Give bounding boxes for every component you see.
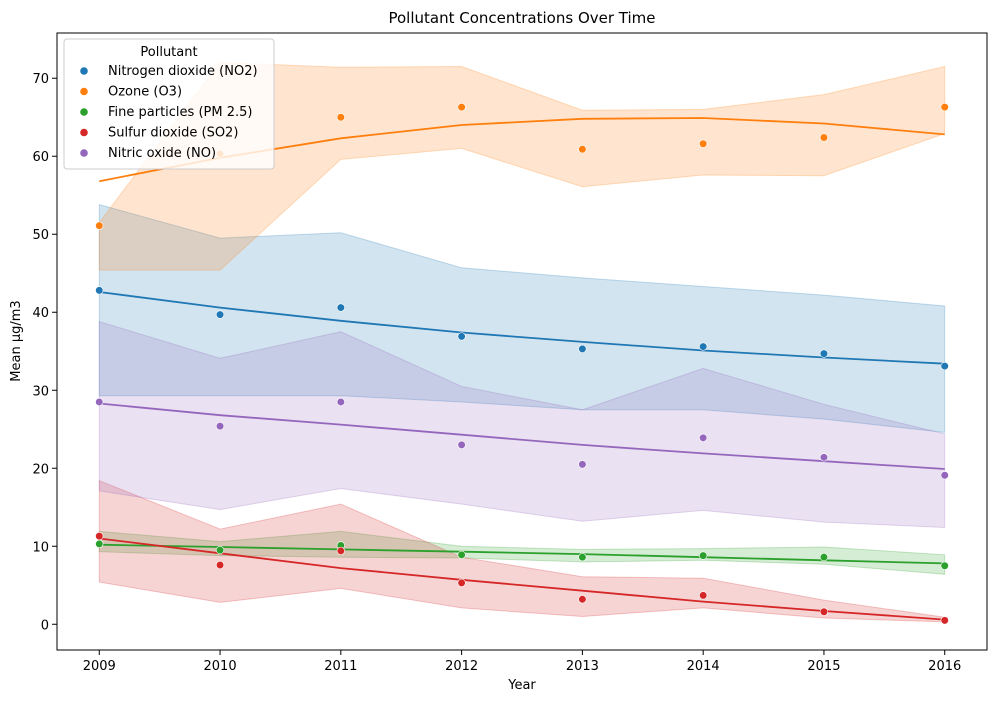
data-point (215, 310, 225, 319)
data-point (215, 422, 225, 431)
x-tick-label: 2014 (687, 659, 720, 674)
data-point (95, 397, 104, 407)
x-tick-label: 2009 (83, 659, 116, 674)
x-tick-label: 2011 (324, 659, 357, 674)
x-axis: 2009 2010 2011 2012 2013 2014 2015 2016 (83, 650, 961, 674)
legend-label-2: Fine particles (PM 2.5) (108, 105, 252, 120)
legend: Pollutant Nitrogen dioxide (NO2) Ozone (O… (63, 38, 275, 170)
data-point (336, 397, 345, 407)
x-tick-label: 2010 (204, 659, 237, 674)
data-point (699, 433, 708, 442)
data-point (819, 349, 829, 358)
data-point (457, 440, 466, 449)
data-point (95, 532, 104, 541)
y-tick-label: 30 (32, 384, 49, 399)
legend-label-0: Nitrogen dioxide (NO2) (108, 64, 258, 79)
legend-title: Pollutant (140, 45, 197, 60)
data-point (578, 553, 587, 562)
data-points (95, 103, 949, 625)
data-point (578, 145, 587, 154)
plot-frame (56, 32, 988, 651)
data-point (95, 221, 104, 230)
data-point (336, 546, 345, 556)
x-axis-title: Year (507, 678, 536, 693)
trend-line-0 (99, 291, 945, 365)
x-tick-label: 2013 (566, 659, 599, 674)
chart-title: Pollutant Concentrations Over Time (388, 9, 655, 27)
trend-line-3 (99, 537, 945, 621)
data-point (578, 595, 587, 604)
legend-marker-1 (80, 87, 88, 96)
data-point (578, 460, 587, 469)
data-point (819, 453, 829, 462)
legend-label-4: Nitric oxide (NO) (108, 146, 216, 161)
data-point (699, 342, 708, 351)
band-4 (98, 320, 946, 529)
legend-marker-0 (80, 67, 88, 75)
data-point (940, 561, 949, 570)
legend-marker-4 (80, 149, 88, 157)
y-tick-label: 20 (32, 462, 49, 477)
data-point (699, 139, 708, 148)
data-point (457, 103, 466, 112)
x-tick-label: 2016 (928, 659, 961, 674)
y-tick-label: 40 (32, 306, 49, 321)
y-tick-label: 50 (32, 228, 49, 243)
legend-label-3: Sulfur dioxide (SO2) (108, 126, 238, 141)
legend-label-1: Ozone (O3) (108, 85, 182, 100)
data-point (578, 344, 587, 354)
y-tick-label: 0 (41, 618, 49, 633)
y-tick-label: 60 (32, 150, 49, 165)
band-0 (98, 203, 946, 433)
data-point (699, 551, 708, 560)
legend-box (63, 38, 275, 170)
y-axis-title: Mean µg/m3 (9, 300, 24, 381)
trend-line-2 (99, 543, 945, 565)
data-point (940, 103, 949, 112)
trend-line-4 (99, 402, 945, 470)
data-point (336, 113, 345, 122)
y-axis: 0 10 20 30 40 50 60 70 (32, 72, 57, 633)
data-point (699, 591, 708, 600)
data-point (940, 471, 949, 480)
data-point (819, 553, 829, 562)
data-point (819, 133, 829, 142)
x-tick-label: 2012 (445, 659, 478, 674)
data-point (940, 616, 949, 625)
legend-marker-2 (80, 108, 88, 116)
data-point (215, 546, 225, 555)
data-point (215, 560, 225, 570)
data-point (457, 332, 466, 341)
y-tick-label: 10 (32, 540, 49, 555)
y-tick-label: 70 (32, 72, 49, 87)
data-point (336, 303, 345, 312)
data-point (819, 607, 829, 616)
data-point (95, 286, 104, 295)
trend-lines (99, 117, 945, 621)
x-tick-label: 2015 (807, 659, 840, 674)
data-point (940, 361, 949, 371)
data-point (95, 539, 104, 549)
data-point (457, 578, 466, 588)
legend-marker-3 (80, 128, 88, 137)
data-point (457, 550, 466, 559)
